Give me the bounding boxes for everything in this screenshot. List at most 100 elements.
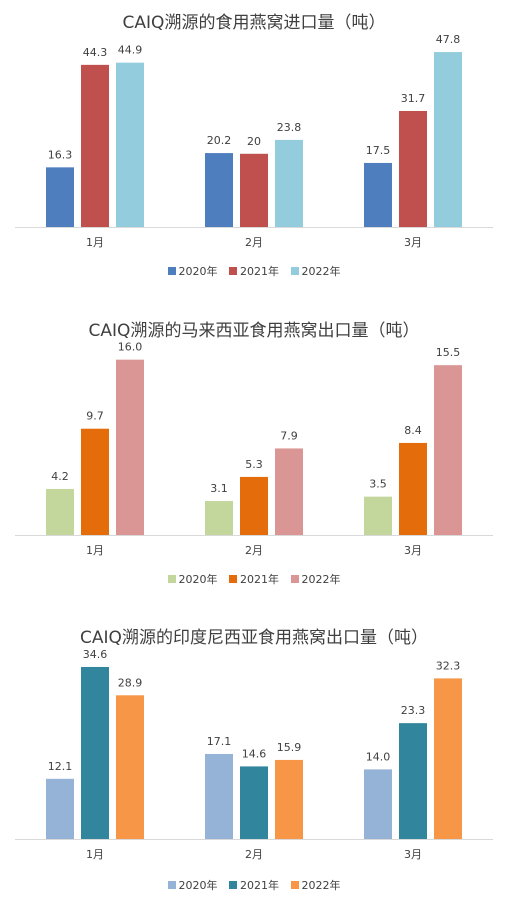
bar — [275, 139, 303, 227]
chart-title: CAIQ溯源的马来西亚食用燕窝出口量（吨） — [88, 321, 420, 341]
data-label: 12.1 — [48, 760, 73, 773]
legend-label: 2022年 — [301, 879, 341, 892]
category-label: 2月 — [245, 848, 263, 861]
data-label: 8.4 — [404, 424, 422, 437]
bar — [205, 153, 233, 227]
legend-item: 2022年 — [290, 263, 341, 279]
bar — [240, 476, 268, 535]
data-label: 14.6 — [242, 747, 267, 760]
chart-legend: 2020年 2021年 2022年 — [0, 263, 508, 279]
data-label: 44.3 — [83, 46, 108, 59]
legend-label: 2021年 — [240, 573, 279, 586]
data-label: 28.9 — [118, 676, 143, 689]
data-label: 17.1 — [207, 735, 232, 748]
legend-label: 2022年 — [301, 573, 341, 586]
bar — [240, 153, 268, 227]
data-label: 15.9 — [277, 741, 302, 754]
bar — [364, 496, 392, 535]
data-label: 16.3 — [48, 148, 73, 161]
chart-indonesia-panel: CAIQ溯源的印度尼西亚食用燕窝出口量（吨） 12.1 34.6 28.9 1月 17.… — [0, 615, 508, 915]
data-label: 32.3 — [436, 659, 461, 672]
data-label: 14.0 — [366, 750, 391, 763]
data-label: 20 — [247, 135, 261, 148]
legend-label: 2020年 — [178, 573, 218, 586]
data-label: 34.6 — [83, 648, 108, 661]
legend-item: 2020年 — [167, 571, 218, 587]
legend-item: 2021年 — [229, 571, 279, 587]
category-label: 3月 — [404, 544, 422, 557]
data-label: 44.9 — [118, 44, 143, 57]
category-label: 1月 — [86, 544, 104, 557]
chart-legend: 2020年 2021年 2022年 — [0, 571, 508, 587]
legend-label: 2022年 — [301, 265, 341, 278]
bar — [275, 448, 303, 535]
chart-plot: 16.3 44.3 44.9 1月 20.2 20 23.8 2月 17.5 31.7 47.8 3月 — [15, 33, 493, 249]
legend-item: 2022年 — [290, 571, 341, 587]
category-label: 3月 — [404, 236, 422, 249]
bar — [399, 723, 427, 839]
bar — [205, 753, 233, 839]
bar — [81, 666, 109, 839]
bar — [399, 442, 427, 535]
legend-label: 2021年 — [240, 879, 279, 892]
data-label: 9.7 — [86, 410, 104, 423]
legend-item: 2021年 — [229, 877, 279, 893]
bar — [46, 167, 74, 227]
bar — [81, 428, 109, 535]
chart-import-panel: CAIQ溯源的食用燕窝进口量（吨） 16.3 44.3 44.9 1月 20.2 20 23… — [0, 0, 508, 300]
chart-title: CAIQ溯源的食用燕窝进口量（吨） — [122, 13, 386, 33]
legend-swatch — [167, 575, 176, 583]
data-label: 16.0 — [118, 341, 143, 354]
data-label: 23.8 — [277, 121, 302, 134]
legend-swatch — [229, 881, 237, 889]
category-label: 1月 — [86, 236, 104, 249]
data-label: 15.5 — [436, 346, 461, 359]
bar — [46, 488, 74, 535]
legend-swatch — [290, 267, 299, 275]
bar — [205, 501, 233, 535]
bar — [240, 766, 268, 839]
legend-swatch — [290, 575, 299, 583]
bar — [399, 110, 427, 227]
bar — [46, 778, 74, 839]
chart-legend: 2020年 2021年 2022年 — [0, 877, 508, 893]
legend-label: 2020年 — [178, 265, 218, 278]
bar — [275, 759, 303, 839]
chart-title: CAIQ溯源的印度尼西亚食用燕窝出口量（吨） — [80, 628, 428, 648]
chart-malaysia-panel: CAIQ溯源的马来西亚食用燕窝出口量（吨） 4.2 9.7 16.0 1月 3.1 5.3… — [0, 308, 508, 608]
bar — [116, 62, 144, 227]
category-label: 1月 — [86, 848, 104, 861]
data-label: 17.5 — [366, 144, 391, 157]
data-label: 47.8 — [436, 33, 461, 46]
legend-item: 2020年 — [167, 877, 218, 893]
legend-swatch — [290, 881, 299, 889]
data-label: 4.2 — [51, 470, 69, 483]
category-label: 2月 — [245, 236, 263, 249]
legend-item: 2022年 — [290, 877, 341, 893]
bar — [81, 64, 109, 227]
chart-plot: 12.1 34.6 28.9 1月 17.1 14.6 15.9 2月 14.0 23.3 32.3… — [15, 648, 493, 861]
bar — [434, 365, 462, 535]
data-label: 3.1 — [210, 482, 228, 495]
legend-label: 2020年 — [178, 879, 218, 892]
data-label: 31.7 — [401, 92, 426, 105]
legend-swatch — [229, 575, 237, 583]
bar — [434, 678, 462, 839]
bar — [364, 769, 392, 839]
data-label: 23.3 — [401, 704, 426, 717]
legend-swatch — [229, 267, 237, 275]
chart-plot: 4.2 9.7 16.0 1月 3.1 5.3 7.9 2月 3.5 8.4 15.5 3月 — [15, 341, 493, 557]
legend-swatch — [167, 881, 176, 889]
data-label: 7.9 — [280, 429, 298, 442]
legend-item: 2021年 — [229, 263, 279, 279]
legend-swatch — [167, 267, 176, 275]
data-label: 20.2 — [207, 134, 232, 147]
legend-label: 2021年 — [240, 265, 279, 278]
legend-item: 2020年 — [167, 263, 218, 279]
bar — [434, 52, 462, 227]
bar — [116, 695, 144, 839]
category-label: 2月 — [245, 544, 263, 557]
data-label: 3.5 — [369, 478, 387, 491]
category-label: 3月 — [404, 848, 422, 861]
bar — [364, 162, 392, 227]
